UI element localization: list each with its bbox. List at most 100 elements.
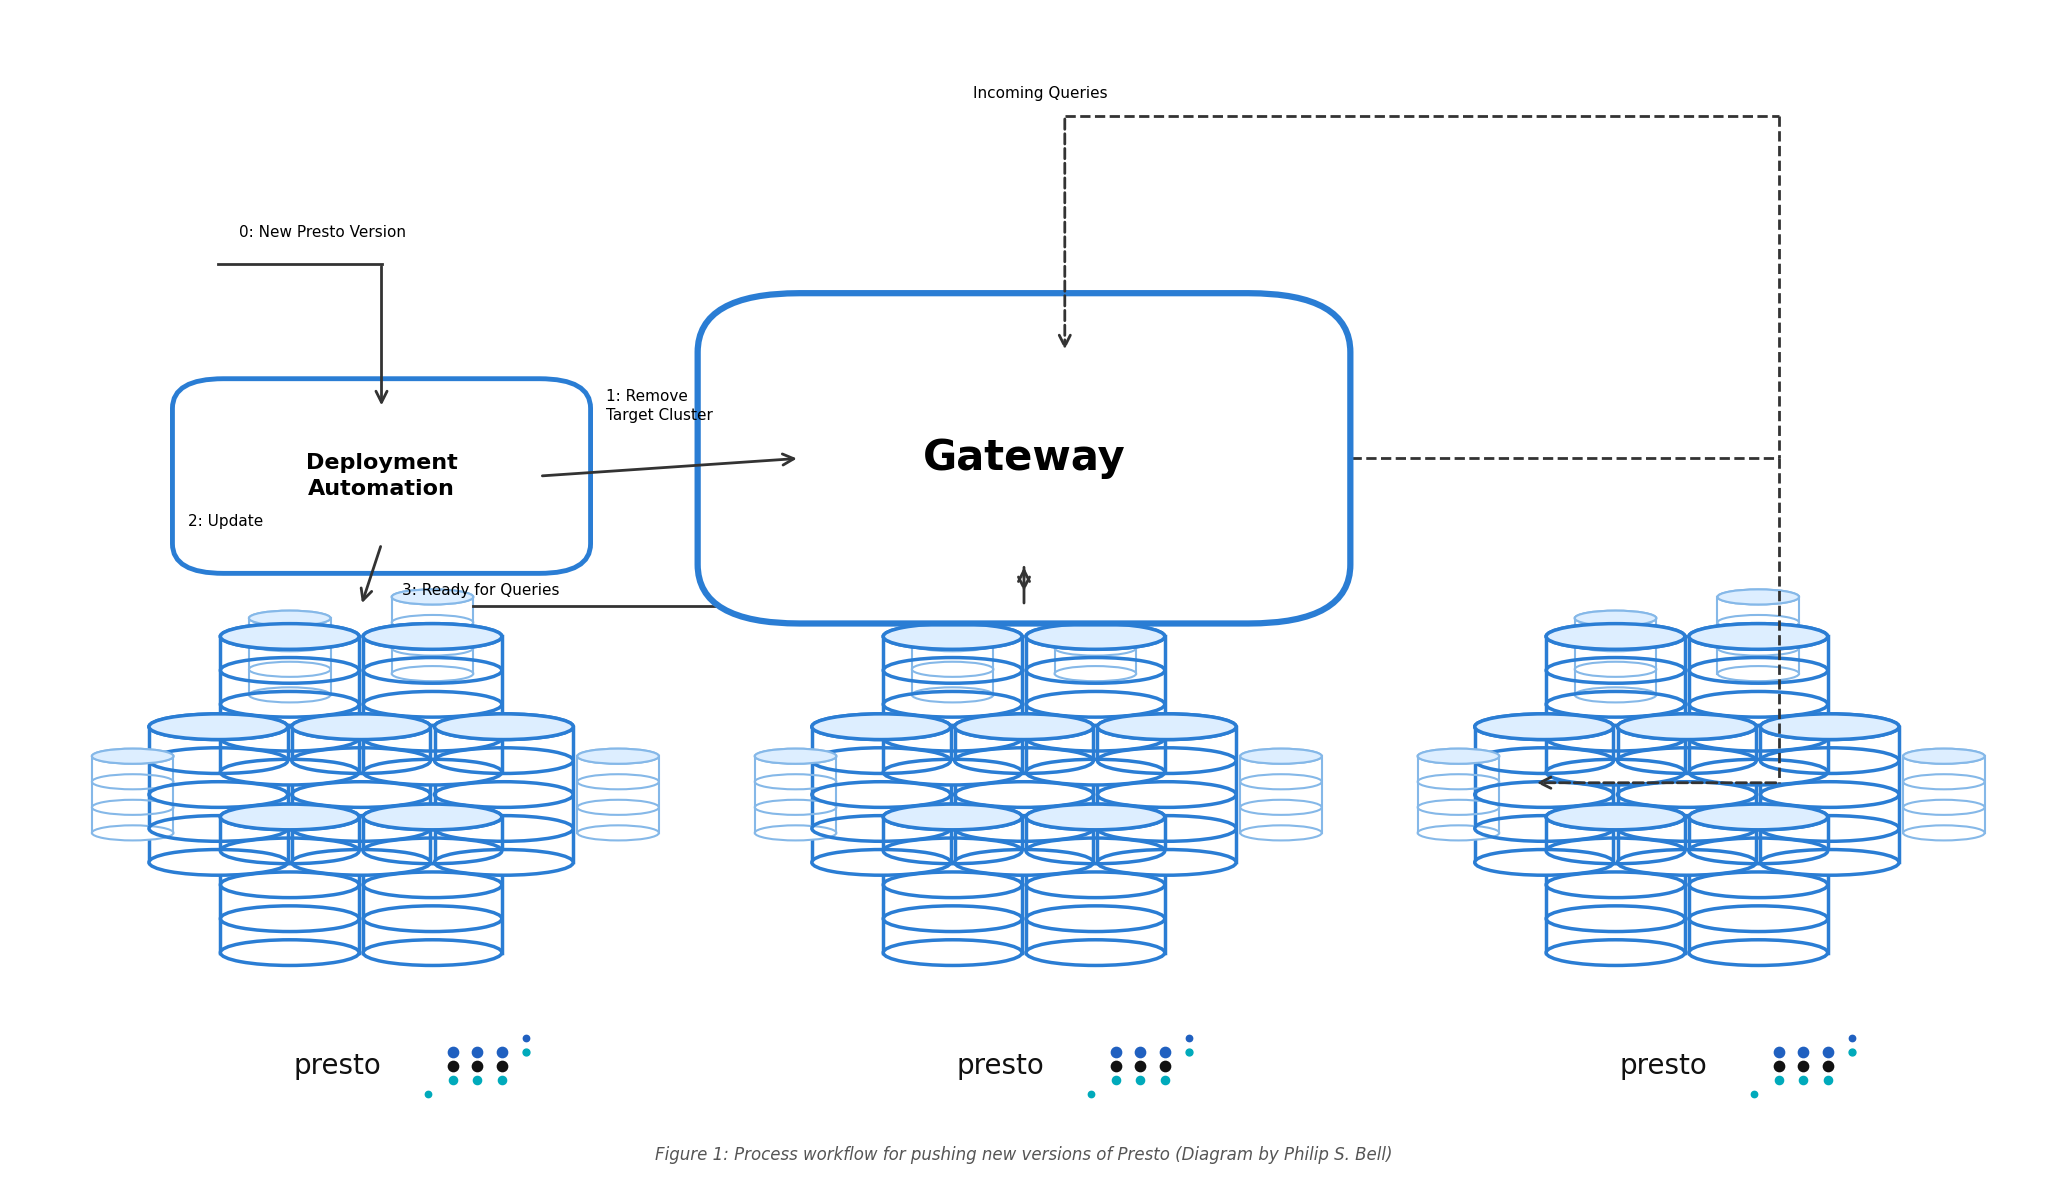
Point [1810, 1056, 1843, 1075]
Text: Incoming Queries: Incoming Queries [973, 86, 1108, 101]
Text: Deployment
Automation: Deployment Automation [305, 454, 457, 499]
Ellipse shape [1690, 759, 1827, 785]
Bar [883, 817, 1022, 953]
Point [510, 1028, 543, 1047]
Point [461, 1056, 494, 1075]
Ellipse shape [1098, 714, 1237, 740]
Point [436, 1042, 469, 1061]
Point [1174, 1028, 1206, 1047]
Ellipse shape [954, 849, 1094, 876]
Ellipse shape [362, 804, 502, 829]
Ellipse shape [578, 826, 659, 840]
Ellipse shape [756, 748, 836, 764]
Bar [1690, 637, 1827, 772]
Bar [221, 817, 358, 953]
Text: 0: New Presto Version: 0: New Presto Version [240, 225, 406, 240]
Text: 1: Remove
Target Cluster: 1: Remove Target Cluster [606, 390, 713, 423]
Ellipse shape [1026, 940, 1165, 966]
Ellipse shape [250, 611, 330, 626]
Point [436, 1070, 469, 1089]
Ellipse shape [1690, 804, 1827, 829]
Text: presto: presto [956, 1051, 1044, 1080]
Point [1786, 1070, 1819, 1089]
Point [1124, 1056, 1157, 1075]
Ellipse shape [1241, 748, 1321, 764]
Ellipse shape [911, 688, 993, 702]
Bar [362, 637, 502, 772]
Ellipse shape [391, 589, 473, 605]
Point [1100, 1042, 1133, 1061]
FancyBboxPatch shape [172, 379, 590, 574]
Ellipse shape [1903, 748, 1985, 764]
Text: 3: Ready for Queries: 3: Ready for Queries [401, 582, 559, 598]
Bar [1690, 817, 1827, 953]
Ellipse shape [1575, 688, 1657, 702]
Bar [362, 817, 502, 953]
Point [1761, 1056, 1794, 1075]
Ellipse shape [391, 666, 473, 681]
Ellipse shape [1903, 826, 1985, 840]
Ellipse shape [1618, 849, 1757, 876]
Bar [150, 727, 287, 862]
Point [1810, 1042, 1843, 1061]
Point [1739, 1085, 1772, 1104]
Point [485, 1070, 518, 1089]
Ellipse shape [362, 759, 502, 785]
Ellipse shape [92, 748, 174, 764]
Bar [1055, 596, 1137, 674]
Point [1149, 1070, 1182, 1089]
Ellipse shape [221, 804, 358, 829]
Point [1100, 1056, 1133, 1075]
Point [1124, 1042, 1157, 1061]
Text: presto: presto [293, 1051, 381, 1080]
Ellipse shape [911, 611, 993, 626]
Bar [1575, 618, 1657, 695]
Ellipse shape [1026, 804, 1165, 829]
Ellipse shape [221, 940, 358, 966]
Point [1100, 1070, 1133, 1089]
Ellipse shape [291, 714, 430, 740]
Ellipse shape [362, 940, 502, 966]
Ellipse shape [1618, 714, 1757, 740]
Bar [1618, 727, 1757, 862]
Point [1124, 1070, 1157, 1089]
Point [1174, 1042, 1206, 1061]
Point [412, 1085, 444, 1104]
Ellipse shape [92, 826, 174, 840]
Point [1149, 1042, 1182, 1061]
Bar [250, 618, 330, 695]
Ellipse shape [434, 714, 573, 740]
Ellipse shape [1761, 849, 1898, 876]
Ellipse shape [756, 826, 836, 840]
Ellipse shape [1241, 826, 1321, 840]
Bar [1241, 757, 1321, 833]
Point [1761, 1042, 1794, 1061]
Ellipse shape [1475, 714, 1614, 740]
Ellipse shape [362, 624, 502, 650]
Bar [1718, 596, 1798, 674]
Ellipse shape [1026, 759, 1165, 785]
Point [436, 1056, 469, 1075]
Point [1786, 1042, 1819, 1061]
Point [485, 1042, 518, 1061]
Ellipse shape [1690, 624, 1827, 650]
Bar [1475, 727, 1614, 862]
Ellipse shape [434, 849, 573, 876]
Ellipse shape [883, 804, 1022, 829]
Point [1075, 1085, 1108, 1104]
Point [510, 1042, 543, 1061]
Ellipse shape [811, 714, 950, 740]
Ellipse shape [883, 624, 1022, 650]
Ellipse shape [1718, 589, 1798, 605]
Ellipse shape [1546, 759, 1686, 785]
Ellipse shape [221, 759, 358, 785]
Bar [883, 637, 1022, 772]
Ellipse shape [1546, 804, 1686, 829]
Ellipse shape [883, 759, 1022, 785]
Ellipse shape [1761, 714, 1898, 740]
Bar [911, 618, 993, 695]
Ellipse shape [1475, 849, 1614, 876]
Bar [291, 727, 430, 862]
Text: Figure 1: Process workflow for pushing new versions of Presto (Diagram by Philip: Figure 1: Process workflow for pushing n… [655, 1146, 1393, 1164]
Bar [1546, 637, 1686, 772]
